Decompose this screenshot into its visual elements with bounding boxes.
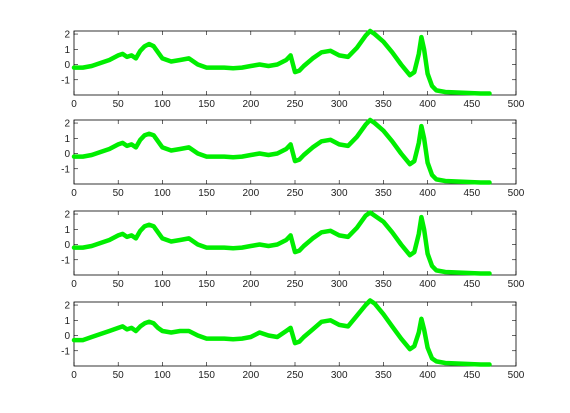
y-tick-label: 1 (64, 134, 70, 145)
axes-box (73, 30, 517, 96)
x-tick-label: 500 (508, 99, 525, 110)
series-line (71, 117, 492, 185)
x-tick-label: 50 (113, 279, 125, 290)
y-tick-label: 0 (64, 331, 70, 342)
x-tick-label: 250 (287, 99, 304, 110)
y-tick-label: 0 (64, 240, 70, 251)
x-tick-label: 100 (154, 279, 171, 290)
y-tick-label: 1 (64, 225, 70, 236)
x-tick-label: 250 (287, 188, 304, 199)
x-tick-label: 300 (331, 279, 348, 290)
x-tick-label: 450 (463, 279, 480, 290)
x-tick-label: 100 (154, 188, 171, 199)
x-tick-label: 200 (242, 370, 259, 381)
y-tick-label: 0 (64, 149, 70, 160)
y-tick-label: 2 (64, 210, 70, 221)
y-tick-label: 1 (64, 45, 70, 56)
x-tick-label: 250 (287, 279, 304, 290)
x-tick-label: 0 (71, 370, 77, 381)
y-tick-label: 2 (64, 30, 70, 41)
x-tick-label: 450 (463, 370, 480, 381)
x-tick-label: 500 (508, 370, 525, 381)
x-tick-label: 350 (375, 279, 392, 290)
x-tick-label: 150 (198, 188, 215, 199)
x-tick-label: 350 (375, 188, 392, 199)
axes-box (73, 210, 517, 276)
x-tick-label: 200 (242, 279, 259, 290)
x-tick-label: 150 (198, 279, 215, 290)
x-tick-label: 150 (198, 99, 215, 110)
y-tick-label: 2 (64, 119, 70, 130)
subplot-1: 0 50 100 150 200 250 300 350 400 450 500 -1 0 1 2 (61, 28, 525, 110)
x-tick-label: 250 (287, 370, 304, 381)
axes-box (73, 119, 517, 185)
x-tick-label: 150 (198, 370, 215, 381)
subplot-4: 0 50 100 150 200 250 300 350 400 450 500 -1 0 1 2 (61, 298, 525, 381)
x-tick-label: 400 (419, 99, 436, 110)
x-tick-label: 0 (71, 279, 77, 290)
x-tick-label: 0 (71, 188, 77, 199)
x-tick-label: 300 (331, 188, 348, 199)
x-tick-label: 50 (113, 370, 125, 381)
y-tick-label: -1 (61, 75, 70, 86)
y-tick-label: -1 (61, 164, 70, 175)
y-tick-label: 1 (64, 316, 70, 327)
x-tick-label: 400 (419, 279, 436, 290)
y-tick-label: 2 (64, 301, 70, 312)
series-line (71, 210, 492, 276)
x-tick-label: 350 (375, 99, 392, 110)
y-tick-label: -1 (61, 346, 70, 357)
x-tick-label: 450 (463, 99, 480, 110)
axes-box (73, 301, 517, 367)
x-tick-label: 400 (419, 370, 436, 381)
x-tick-label: 50 (113, 99, 125, 110)
subplot-3: 0 50 100 150 200 250 300 350 400 450 500 -1 0 1 2 (61, 210, 525, 290)
y-tick-label: -1 (61, 255, 70, 266)
y-tick-label: 0 (64, 60, 70, 71)
x-tick-label: 0 (71, 99, 77, 110)
x-tick-label: 50 (113, 188, 125, 199)
x-tick-label: 300 (331, 370, 348, 381)
series-line (71, 28, 492, 96)
x-tick-label: 200 (242, 188, 259, 199)
series-line (71, 298, 492, 367)
x-tick-label: 500 (508, 188, 525, 199)
x-tick-label: 300 (331, 99, 348, 110)
x-tick-label: 500 (508, 279, 525, 290)
subplot-2: 0 50 100 150 200 250 300 350 400 450 500 -1 0 1 2 (61, 117, 525, 199)
x-tick-label: 100 (154, 370, 171, 381)
x-tick-label: 350 (375, 370, 392, 381)
x-tick-label: 200 (242, 99, 259, 110)
x-tick-label: 100 (154, 99, 171, 110)
x-tick-label: 450 (463, 188, 480, 199)
x-tick-label: 400 (419, 188, 436, 199)
